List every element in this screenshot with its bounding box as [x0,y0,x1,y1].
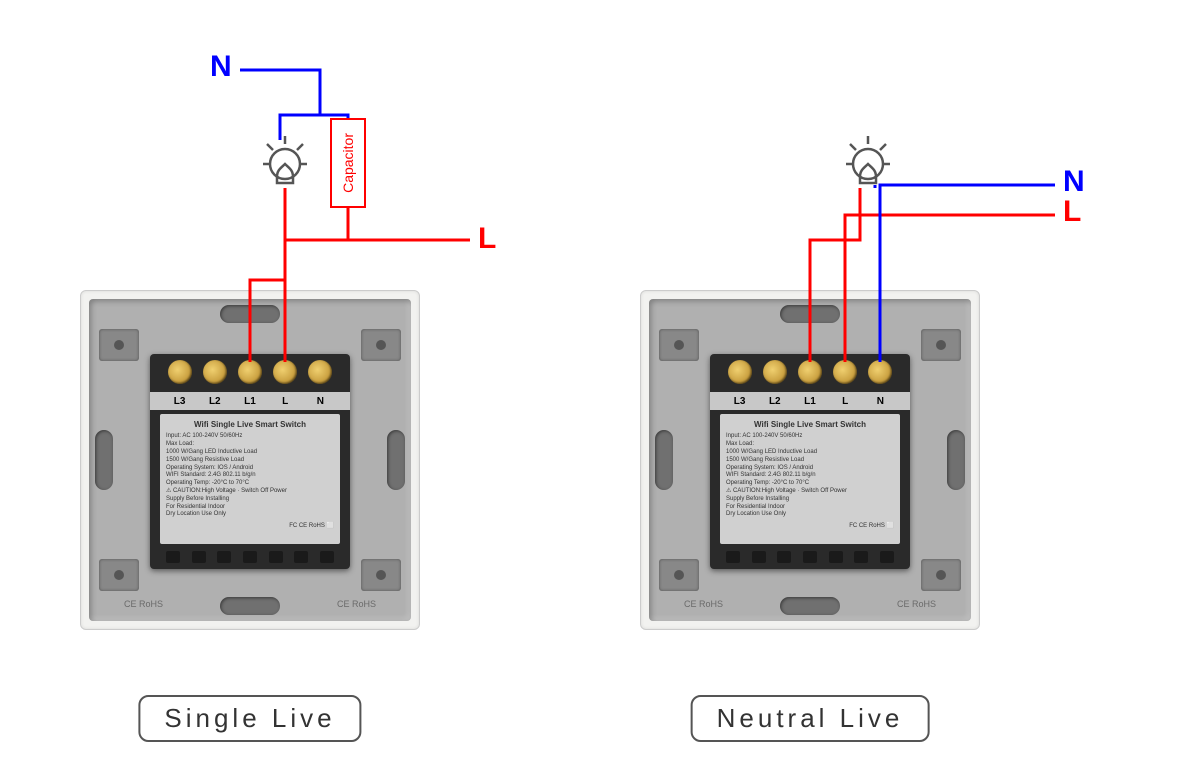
terminal-l1 [238,360,262,384]
mount-tab [921,559,961,591]
spec-line: 1500 W/Gang Resistive Load [166,457,334,465]
rohs-label: CE RoHS [337,599,376,609]
mount-tab [659,329,699,361]
mount-tab [921,329,961,361]
terminal-l2 [763,360,787,384]
screw-slot [780,305,840,323]
terminal-l3 [728,360,752,384]
wire-n-to-capacitor-top [240,70,348,118]
caption-neutral-live: Neutral Live [691,695,930,742]
terminal-label: L [273,396,297,407]
terminal-label: L3 [168,396,192,407]
screw-slot [95,430,113,490]
spec-line: ⚠ CAUTION:High Voltage · Switch Off Powe… [166,488,334,496]
screw-slot [220,305,280,323]
spec-line: Max Load: [726,441,894,449]
spec-line: ⚠ CAUTION:High Voltage · Switch Off Powe… [726,488,894,496]
spec-line: For Residential Indoor [726,504,894,512]
spec-line: Max Load: [166,441,334,449]
terminal-l2 [203,360,227,384]
switch-plate: CE RoHS CE RoHS L3 L2 L1 L N Wifi Single… [89,299,411,621]
bulb-icon [838,130,898,190]
spec-line: For Residential Indoor [166,504,334,512]
capacitor-label: Capacitor [340,133,356,193]
l-label-left: L [478,222,496,256]
spec-line: Operating Temp: -20°C to 70°C [166,480,334,488]
rohs-label: CE RoHS [897,599,936,609]
spec-line: 1500 W/Gang Resistive Load [726,457,894,465]
mount-tab [361,559,401,591]
terminal-label: N [308,396,332,407]
spec-label: Wifi Single Live Smart Switch Input: AC … [160,414,340,544]
screw-slot [220,597,280,615]
n-label-left: N [210,50,232,84]
spec-line: Operating System: IOS / Android [166,465,334,473]
spec-line: Operating System: IOS / Android [726,465,894,473]
spec-line: Dry Location Use Only [166,511,334,519]
screw-slot [780,597,840,615]
spec-line: 1000 W/Gang LED Inductive Load [726,449,894,457]
terminal-l3 [168,360,192,384]
terminals-row [150,360,350,384]
caption-single-live: Single Live [138,695,361,742]
terminal-n [308,360,332,384]
terminals-row [710,360,910,384]
spec-line: Input: AC 100-240V 50/60Hz [166,433,334,441]
l-label-right: L [1063,195,1081,229]
spec-line: WIFI Standard: 2.4G 802.11 b/g/n [166,472,334,480]
terminal-label: L [833,396,857,407]
mount-tab [99,559,139,591]
terminal-label: L3 [728,396,752,407]
mount-tab [99,329,139,361]
bottom-dents [720,551,900,563]
mount-tab [361,329,401,361]
spec-line: Input: AC 100-240V 50/60Hz [726,433,894,441]
spec-line: WIFI Standard: 2.4G 802.11 b/g/n [726,472,894,480]
spec-line: FC CE RoHS ⬜ [166,523,334,531]
spec-line: FC CE RoHS ⬜ [726,523,894,531]
terminal-label: L2 [203,396,227,407]
spec-line: Dry Location Use Only [726,511,894,519]
switch-module: L3 L2 L1 L N Wifi Single Live Smart Swit… [710,354,910,569]
terminal-label: L1 [798,396,822,407]
switch-plate: CE RoHS CE RoHS L3 L2 L1 L N Wifi Single… [649,299,971,621]
terminal-label: N [868,396,892,407]
terminal-l [833,360,857,384]
spec-title: Wifi Single Live Smart Switch [726,420,894,430]
switch-module: L3 L2 L1 L N Wifi Single Live Smart Swit… [150,354,350,569]
switch-right: CE RoHS CE RoHS L3 L2 L1 L N Wifi Single… [640,290,980,630]
rohs-label: CE RoHS [124,599,163,609]
switch-left: CE RoHS CE RoHS L3 L2 L1 L N Wifi Single… [80,290,420,630]
capacitor-box: Capacitor [330,118,366,208]
mount-tab [659,559,699,591]
screw-slot [387,430,405,490]
screw-slot [947,430,965,490]
spec-line: 1000 W/Gang LED Inductive Load [166,449,334,457]
terminal-labels: L3 L2 L1 L N [710,392,910,410]
terminal-label: L2 [763,396,787,407]
n-label-right: N [1063,165,1085,199]
terminal-l [273,360,297,384]
wire-bulb-to-l-label [285,188,470,240]
terminal-n [868,360,892,384]
spec-line: Supply Before Installing [166,496,334,504]
rohs-label: CE RoHS [684,599,723,609]
spec-label: Wifi Single Live Smart Switch Input: AC … [720,414,900,544]
spec-line: Operating Temp: -20°C to 70°C [726,480,894,488]
spec-line: Supply Before Installing [726,496,894,504]
bulb-icon [255,130,315,190]
bottom-dents [160,551,340,563]
screw-slot [655,430,673,490]
spec-title: Wifi Single Live Smart Switch [166,420,334,430]
terminal-l1 [798,360,822,384]
terminal-label: L1 [238,396,262,407]
terminal-labels: L3 L2 L1 L N [150,392,350,410]
